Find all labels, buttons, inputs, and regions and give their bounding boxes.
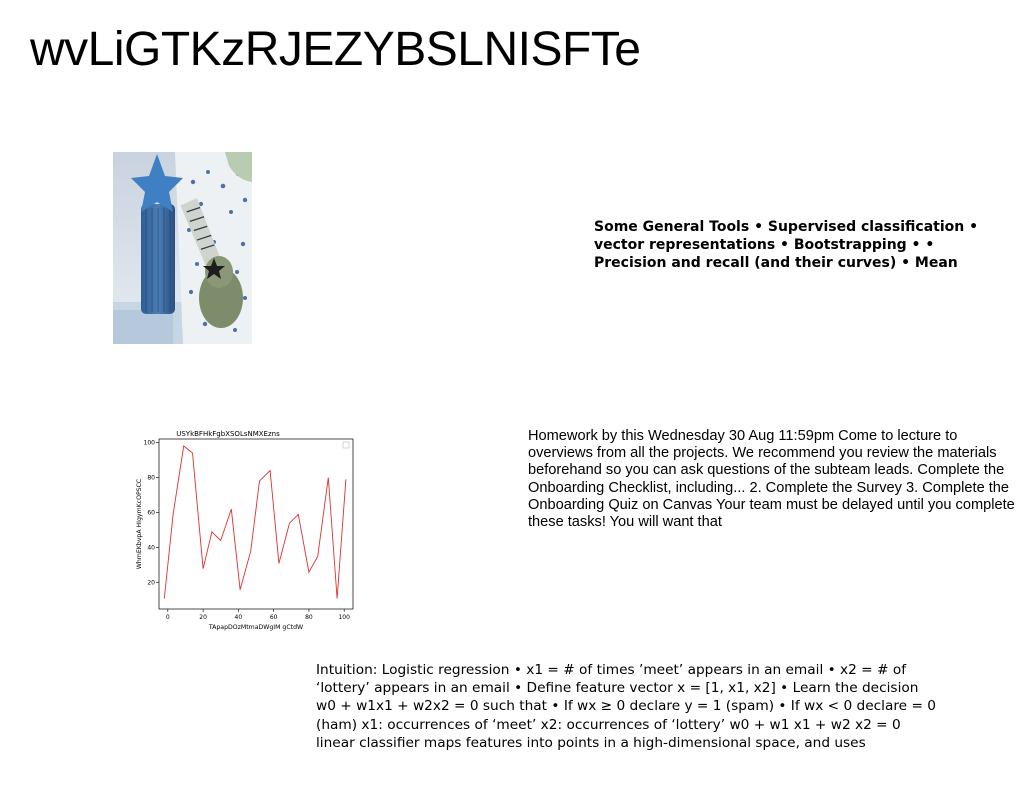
y-tick-label: 20 [147, 580, 155, 587]
plot-frame [159, 439, 353, 609]
x-tick-label: 0 [166, 614, 170, 621]
y-tick-label: 40 [147, 545, 155, 552]
homework-text: Homework by this Wednesday 30 Aug 11:59p… [528, 428, 1022, 531]
line-chart-svg: USYkBFHkFgbXSOLsNMXEzns 0 20 40 60 80 100 20 4… [132, 425, 357, 635]
x-tick-label: 100 [338, 614, 350, 621]
y-axis-label: WhmEKbvpA HIgymKcOPSCC [136, 479, 143, 569]
y-ticks: 20 40 60 80 100 [144, 440, 159, 587]
y-tick-label: 80 [147, 475, 155, 482]
x-tick-label: 60 [270, 614, 278, 621]
series-line [164, 446, 346, 599]
slide-title: wvLiGTKzRJEZYBSLNISFTe [30, 22, 640, 78]
photo-toy-guitar-icon [113, 152, 252, 344]
x-tick-label: 80 [305, 614, 313, 621]
y-tick-label: 100 [144, 440, 156, 447]
x-ticks: 0 20 40 60 80 100 [166, 609, 350, 621]
legend-box [343, 442, 349, 448]
intuition-text: Intuition: Logistic regression • x1 = # … [316, 661, 941, 752]
x-tick-label: 20 [199, 614, 207, 621]
y-tick-label: 60 [147, 510, 155, 517]
toy-guitar-photo [113, 152, 252, 344]
tools-text: Some General Tools • Supervised classifi… [594, 218, 1004, 272]
x-tick-label: 40 [235, 614, 243, 621]
x-axis-label: TApapDOzMtmaDWgIM gCtdW [208, 624, 303, 631]
line-chart: USYkBFHkFgbXSOLsNMXEzns 0 20 40 60 80 100 20 4… [132, 425, 357, 635]
chart-title: USYkBFHkFgbXSOLsNMXEzns [176, 430, 280, 438]
